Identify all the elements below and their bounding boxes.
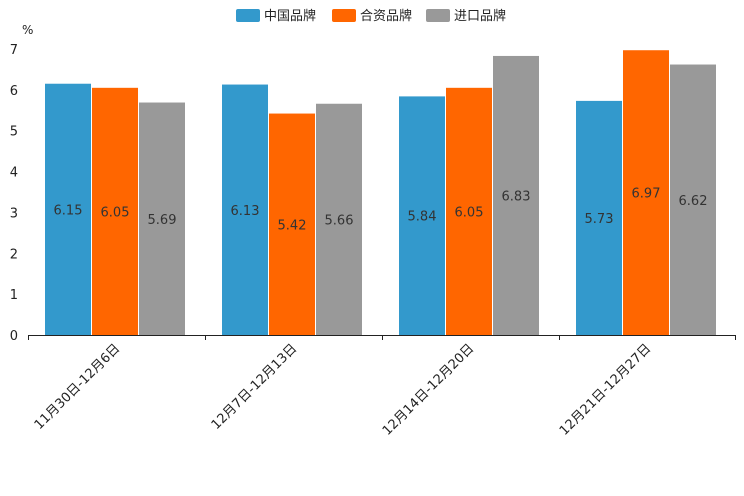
data-label: 6.05 <box>455 205 484 220</box>
data-label: 5.84 <box>408 210 437 225</box>
x-tick-label: 12月21日-12月27日 <box>557 341 654 438</box>
data-label: 6.13 <box>231 204 260 219</box>
bars <box>45 50 716 335</box>
y-axis: 0 1 2 3 4 5 6 7 <box>10 43 18 344</box>
x-tick-label: 11月30日-12月6日 <box>32 341 124 433</box>
legend-label: 合资品牌 <box>360 8 412 24</box>
legend: 中国品牌 合资品牌 进口品牌 <box>236 8 506 24</box>
data-label: 5.73 <box>585 212 614 227</box>
legend-swatch <box>236 9 260 22</box>
x-tick-label: 12月14日-12月20日 <box>380 341 477 438</box>
data-label: 6.62 <box>679 194 708 209</box>
legend-swatch <box>426 9 450 22</box>
data-label: 6.05 <box>101 205 130 220</box>
data-label: 6.83 <box>502 189 531 204</box>
y-axis-unit-label: % <box>22 23 33 37</box>
legend-swatch <box>332 9 356 22</box>
legend-label: 进口品牌 <box>454 8 506 24</box>
y-tick-label: 3 <box>10 206 18 221</box>
y-tick-label: 5 <box>10 125 18 140</box>
data-label: 5.66 <box>325 213 354 228</box>
data-label: 5.42 <box>278 218 307 233</box>
x-tick-label: 12月7日-12月13日 <box>209 341 301 433</box>
y-tick-label: 1 <box>10 288 18 303</box>
y-tick-label: 4 <box>10 166 18 181</box>
data-label: 6.97 <box>632 187 661 202</box>
data-label: 6.15 <box>54 203 83 218</box>
y-tick-label: 7 <box>10 43 18 58</box>
y-tick-label: 0 <box>10 329 18 344</box>
x-axis: 11月30日-12月6日 12月7日-12月13日 12月14日-12月20日 12月… <box>28 335 736 439</box>
y-tick-label: 6 <box>10 84 18 99</box>
y-tick-label: 2 <box>10 247 18 262</box>
data-label: 5.69 <box>148 213 177 228</box>
legend-label: 中国品牌 <box>264 8 316 24</box>
bar-chart: 中国品牌 合资品牌 进口品牌 % 0 1 2 3 4 5 6 7 6.15 6.05 5.69 6.13… <box>0 0 744 496</box>
